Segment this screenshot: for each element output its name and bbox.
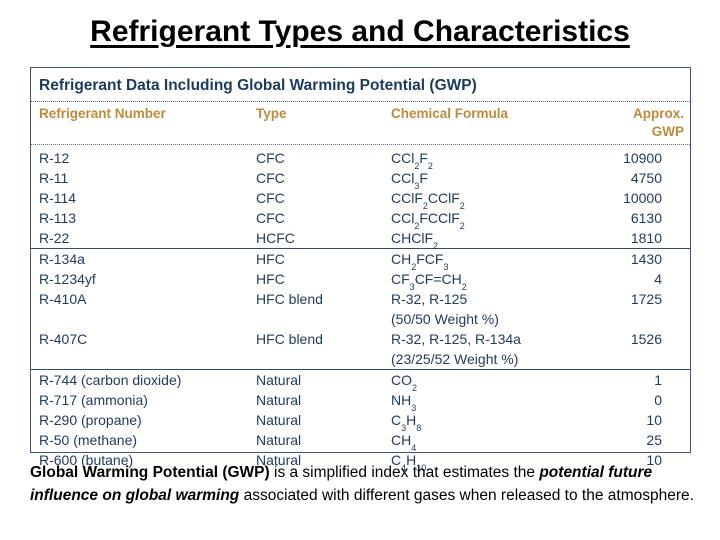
refrigerant-number-cell: R-113 (39, 210, 77, 226)
chemical-formula-cell: C3H8 (391, 412, 422, 433)
table-row: R-744 (carbon dioxide) Natural CO2 1 (31, 369, 690, 393)
gwp-value-cell: 1810 (630, 230, 662, 246)
gwp-value-cell: 1 (654, 372, 662, 388)
table-row: R-600 (butane) Natural C4H10 10 (31, 450, 690, 473)
refrigerant-number-cell: R-50 (methane) (39, 432, 138, 448)
type-cell: Natural (256, 412, 302, 428)
refrigerant-number-cell: R-22 (39, 230, 70, 246)
refrigerant-number-cell: R-1234yf (39, 271, 96, 287)
table-row: R-1234yf HFC CF3CF=CH2 4 (31, 269, 690, 292)
type-cell: CFC (256, 210, 285, 226)
table-row: R-113 CFC CCl2FCClF2 6130 (31, 208, 690, 231)
gwp-value-cell: 1430 (630, 251, 662, 267)
chemical-formula-cell: CH2FCF3 (391, 251, 449, 272)
column-header-chemical-formula: Chemical Formula (391, 106, 509, 121)
type-cell: Natural (256, 372, 302, 388)
column-header-type: Type (256, 106, 287, 121)
type-cell: HFC (256, 271, 285, 287)
chemical-formula-cell: NH3 (391, 392, 417, 413)
gwp-value-cell: 10000 (623, 190, 662, 206)
type-cell: CFC (256, 190, 285, 206)
refrigerant-number-cell: R-12 (39, 150, 70, 166)
type-cell: Natural (256, 432, 302, 448)
type-cell: HFC blend (256, 331, 323, 347)
table-row: R-290 (propane) Natural C3H8 10 (31, 410, 690, 433)
type-cell: Natural (256, 392, 302, 408)
gwp-value-cell: 4750 (630, 170, 662, 186)
gwp-value-cell: 10900 (623, 150, 662, 166)
chemical-formula-cell: R-32, R-125, R-134a (23/25/52 Weight %) (391, 331, 521, 367)
type-cell: HCFC (256, 230, 295, 246)
refrigerant-number-cell: R-410A (39, 291, 87, 307)
type-cell: HFC (256, 251, 285, 267)
table-header-row: Refrigerant Number Type Chemical Formula… (31, 102, 690, 145)
chemical-formula-cell: CCl2F2 (391, 150, 433, 171)
table-row: R-407C HFC blend R-32, R-125, R-134a (23/25… (31, 329, 690, 369)
chemical-formula-cell: CHClF2 (391, 230, 439, 251)
gwp-value-cell: 25 (646, 432, 662, 448)
gwp-value-cell: 10 (646, 412, 662, 428)
refrigerant-number-cell: R-717 (ammonia) (39, 392, 148, 408)
refrigerant-number-cell: R-600 (butane) (39, 452, 134, 468)
chemical-formula-cell: CF3CF=CH2 (391, 271, 467, 292)
chemical-formula-cell: CCl3F (391, 170, 428, 191)
refrigerant-data-table: Refrigerant Data Including Global Warmin… (30, 67, 691, 472)
table-body: R-12 CFC CCl2F2 10900 R-11 CFC CCl3F 4750 R-114 C… (31, 145, 690, 473)
type-cell: HFC blend (256, 291, 323, 307)
table-row: R-50 (methane) Natural CH4 25 (31, 430, 690, 453)
refrigerant-number-cell: R-134a (39, 251, 85, 267)
refrigerant-number-cell: R-290 (propane) (39, 412, 142, 428)
gwp-value-cell: 1526 (630, 331, 662, 347)
table-row: R-134a HFC CH2FCF3 1430 (31, 248, 690, 272)
chemical-formula-cell: CCl2FCClF2 (391, 210, 465, 231)
chemical-formula-cell: R-32, R-125 (50/50 Weight %) (391, 291, 499, 327)
footnote-segment: potential future influence on global war… (30, 464, 653, 504)
column-header-refrigerant-number: Refrigerant Number (39, 106, 166, 121)
table-row: R-717 (ammonia) Natural NH3 0 (31, 390, 690, 413)
refrigerant-number-cell: R-407C (39, 331, 88, 347)
type-cell: CFC (256, 170, 285, 186)
column-header-approx-gwp: Approx. GWP (632, 106, 684, 139)
table-title: Refrigerant Data Including Global Warmin… (31, 68, 690, 102)
gwp-value-cell: 1725 (630, 291, 662, 307)
type-cell: Natural (256, 452, 302, 468)
chemical-formula-cell: CClF2CClF2 (391, 190, 465, 211)
footnote-segment: is a simplified index that estimates the (269, 464, 540, 481)
refrigerant-number-cell: R-744 (carbon dioxide) (39, 372, 182, 388)
table-row: R-11 CFC CCl3F 4750 (31, 168, 690, 191)
gwp-value-cell: 6130 (630, 210, 662, 226)
chemical-formula-cell: CH4 (391, 432, 417, 453)
table-row: R-22 HCFC CHClF2 1810 (31, 228, 690, 251)
refrigerant-number-cell: R-11 (39, 170, 69, 186)
footnote-segment: associated with different gases when rel… (239, 487, 694, 504)
gwp-value-cell: 4 (654, 271, 662, 287)
slide-title: Refrigerant Types and Characteristics (90, 15, 630, 48)
table-row: R-12 CFC CCl2F2 10900 (31, 148, 690, 171)
table-row: R-410A HFC blend R-32, R-125 (50/50 Weight … (31, 289, 690, 329)
gwp-definition-text: Global Warming Potential (GWP) is a simp… (30, 461, 720, 507)
chemical-formula-cell: CO2 (391, 372, 418, 393)
footnote-segment: Global Warming Potential (GWP) (30, 464, 270, 481)
table-row: R-114 CFC CClF2CClF2 10000 (31, 188, 690, 211)
gwp-value-cell: 10 (646, 452, 662, 468)
refrigerant-number-cell: R-114 (39, 190, 77, 206)
chemical-formula-cell: C4H10 (391, 452, 427, 473)
gwp-value-cell: 0 (654, 392, 662, 408)
type-cell: CFC (256, 150, 285, 166)
